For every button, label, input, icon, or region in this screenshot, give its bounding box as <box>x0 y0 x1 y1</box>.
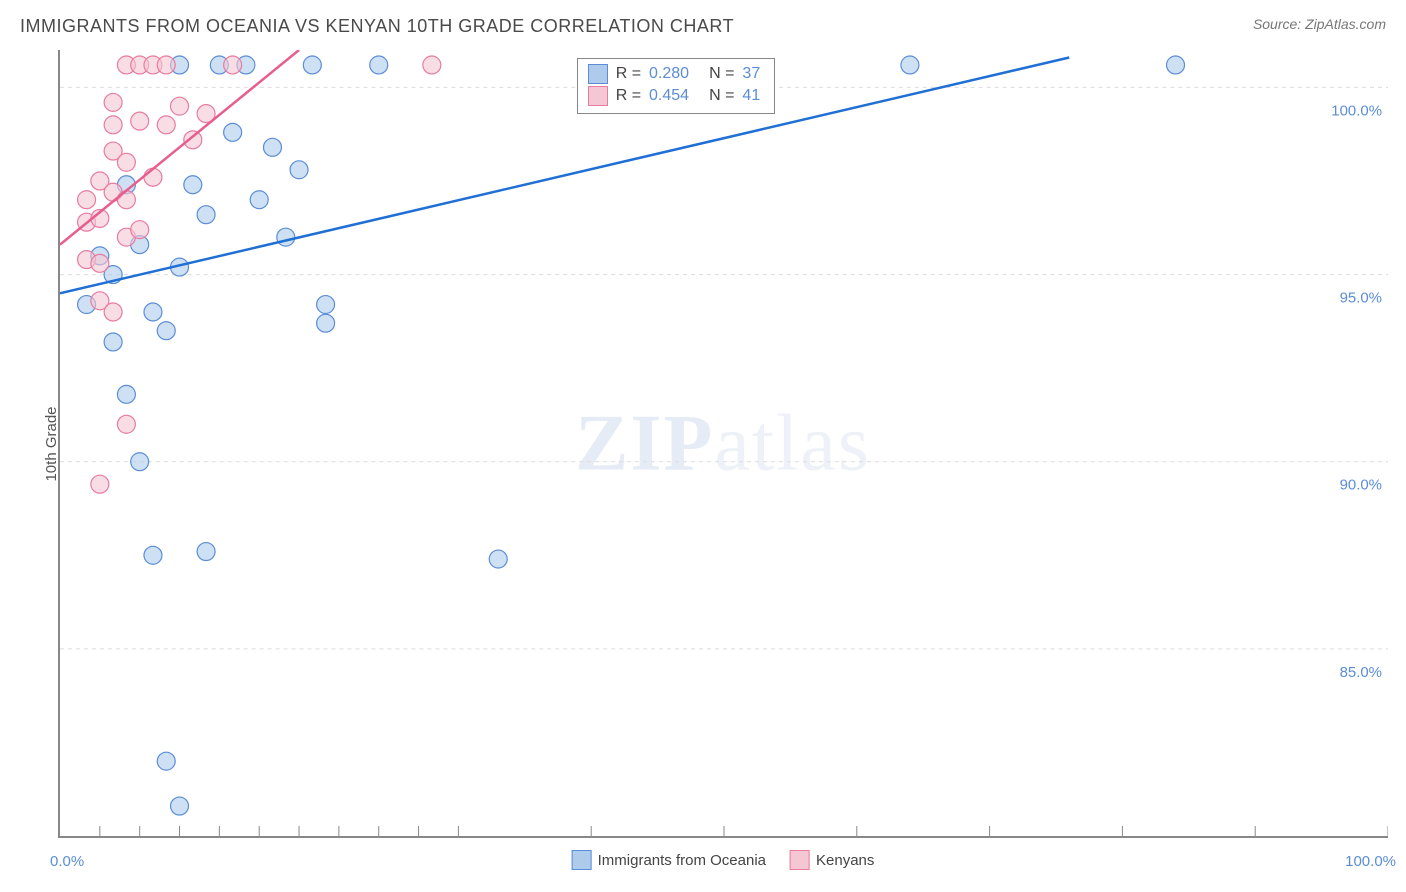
legend-swatch <box>588 86 608 106</box>
stat-N-value: 41 <box>742 87 760 105</box>
x-max-label: 100.0% <box>1345 853 1396 870</box>
legend-label: Immigrants from Oceania <box>598 852 766 869</box>
stats-legend: R = 0.280 N = 37 R = 0.454 N = 41 <box>577 58 776 114</box>
svg-text:95.0%: 95.0% <box>1340 290 1382 307</box>
legend-swatch <box>588 64 608 84</box>
scatter-plot: 85.0% 90.0% 95.0% 100.0% <box>58 50 1388 838</box>
stat-N-label: N = <box>709 65 734 83</box>
svg-text:85.0%: 85.0% <box>1340 664 1382 681</box>
svg-text:90.0%: 90.0% <box>1340 477 1382 494</box>
stat-R-label: R = <box>616 65 641 83</box>
plot-container: 10th Grade ZIPatlas 85.0%90.0%95.0%100.0… <box>58 50 1388 838</box>
stat-R-value: 0.280 <box>649 65 689 83</box>
stat-N-label: N = <box>709 87 734 105</box>
legend-item: Immigrants from Oceania <box>572 850 766 870</box>
stat-legend-row: R = 0.280 N = 37 <box>588 63 761 85</box>
chart-title: IMMIGRANTS FROM OCEANIA VS KENYAN 10TH G… <box>20 16 734 37</box>
svg-text:100.0%: 100.0% <box>1331 102 1382 119</box>
source-label: Source: ZipAtlas.com <box>1253 16 1386 32</box>
legend-swatch <box>572 850 592 870</box>
stat-N-value: 37 <box>742 65 760 83</box>
legend-label: Kenyans <box>816 852 874 869</box>
legend-item: Kenyans <box>790 850 874 870</box>
x-origin-label: 0.0% <box>50 853 84 870</box>
stat-R-value: 0.454 <box>649 87 689 105</box>
bottom-legend: Immigrants from Oceania Kenyans <box>572 850 875 870</box>
stat-legend-row: R = 0.454 N = 41 <box>588 85 761 107</box>
stat-R-label: R = <box>616 87 641 105</box>
legend-swatch <box>790 850 810 870</box>
